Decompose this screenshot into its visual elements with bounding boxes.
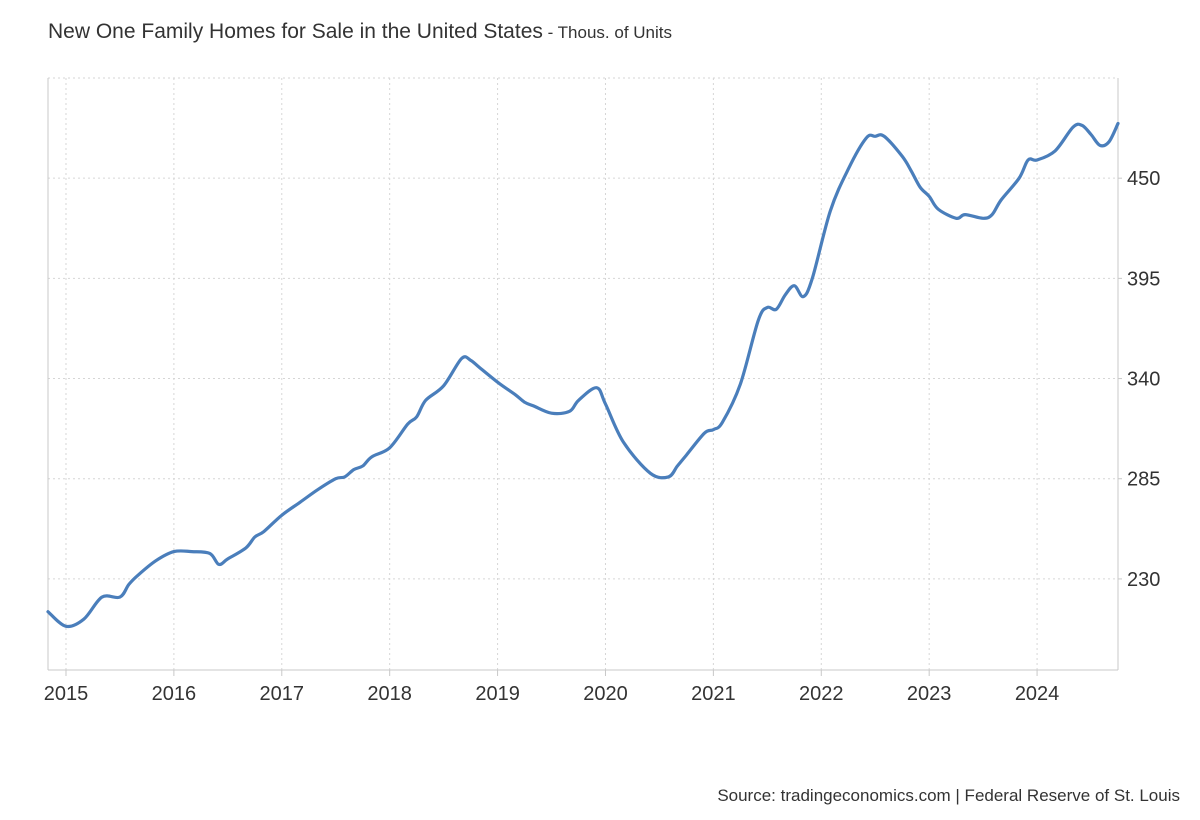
x-tick-label: 2018: [367, 683, 412, 705]
source-note: Source: tradingeconomics.com | Federal R…: [717, 786, 1180, 805]
x-tick-label: 2022: [799, 683, 844, 705]
axes: [47, 78, 1122, 676]
x-tick-label: 2019: [475, 683, 520, 705]
series-line-0: [46, 121, 1120, 629]
y-tick-label: 340: [1127, 369, 1160, 391]
series-layer: [46, 121, 1120, 629]
x-tick-label: 2016: [152, 683, 197, 705]
chart-title: New One Family Homes for Sale in the Uni…: [48, 20, 543, 43]
line-chart: 230 285 340 395 450 2015 2016 2017 2018 2019 2020 2…: [44, 77, 1161, 705]
x-tick-label: 2021: [691, 683, 736, 705]
chart-title-row: New One Family Homes for Sale in the Uni…: [48, 20, 672, 44]
grid: [48, 77, 1118, 670]
chart-unit-subtitle: - Thous. of Units: [542, 23, 673, 42]
y-tick-label: 450: [1127, 168, 1160, 190]
y-tick-label: 285: [1127, 469, 1160, 491]
x-tick-label: 2020: [583, 683, 628, 705]
x-tick-label: 2023: [907, 683, 952, 705]
tick-labels: 230 285 340 395 450 2015 2016 2017 2018 2019 2020 2…: [44, 168, 1161, 705]
x-tick-label: 2015: [44, 683, 89, 705]
x-tick-label: 2017: [260, 683, 305, 705]
x-tick-label: 2024: [1015, 683, 1060, 705]
y-tick-label: 230: [1127, 569, 1160, 591]
y-tick-label: 395: [1127, 268, 1160, 290]
